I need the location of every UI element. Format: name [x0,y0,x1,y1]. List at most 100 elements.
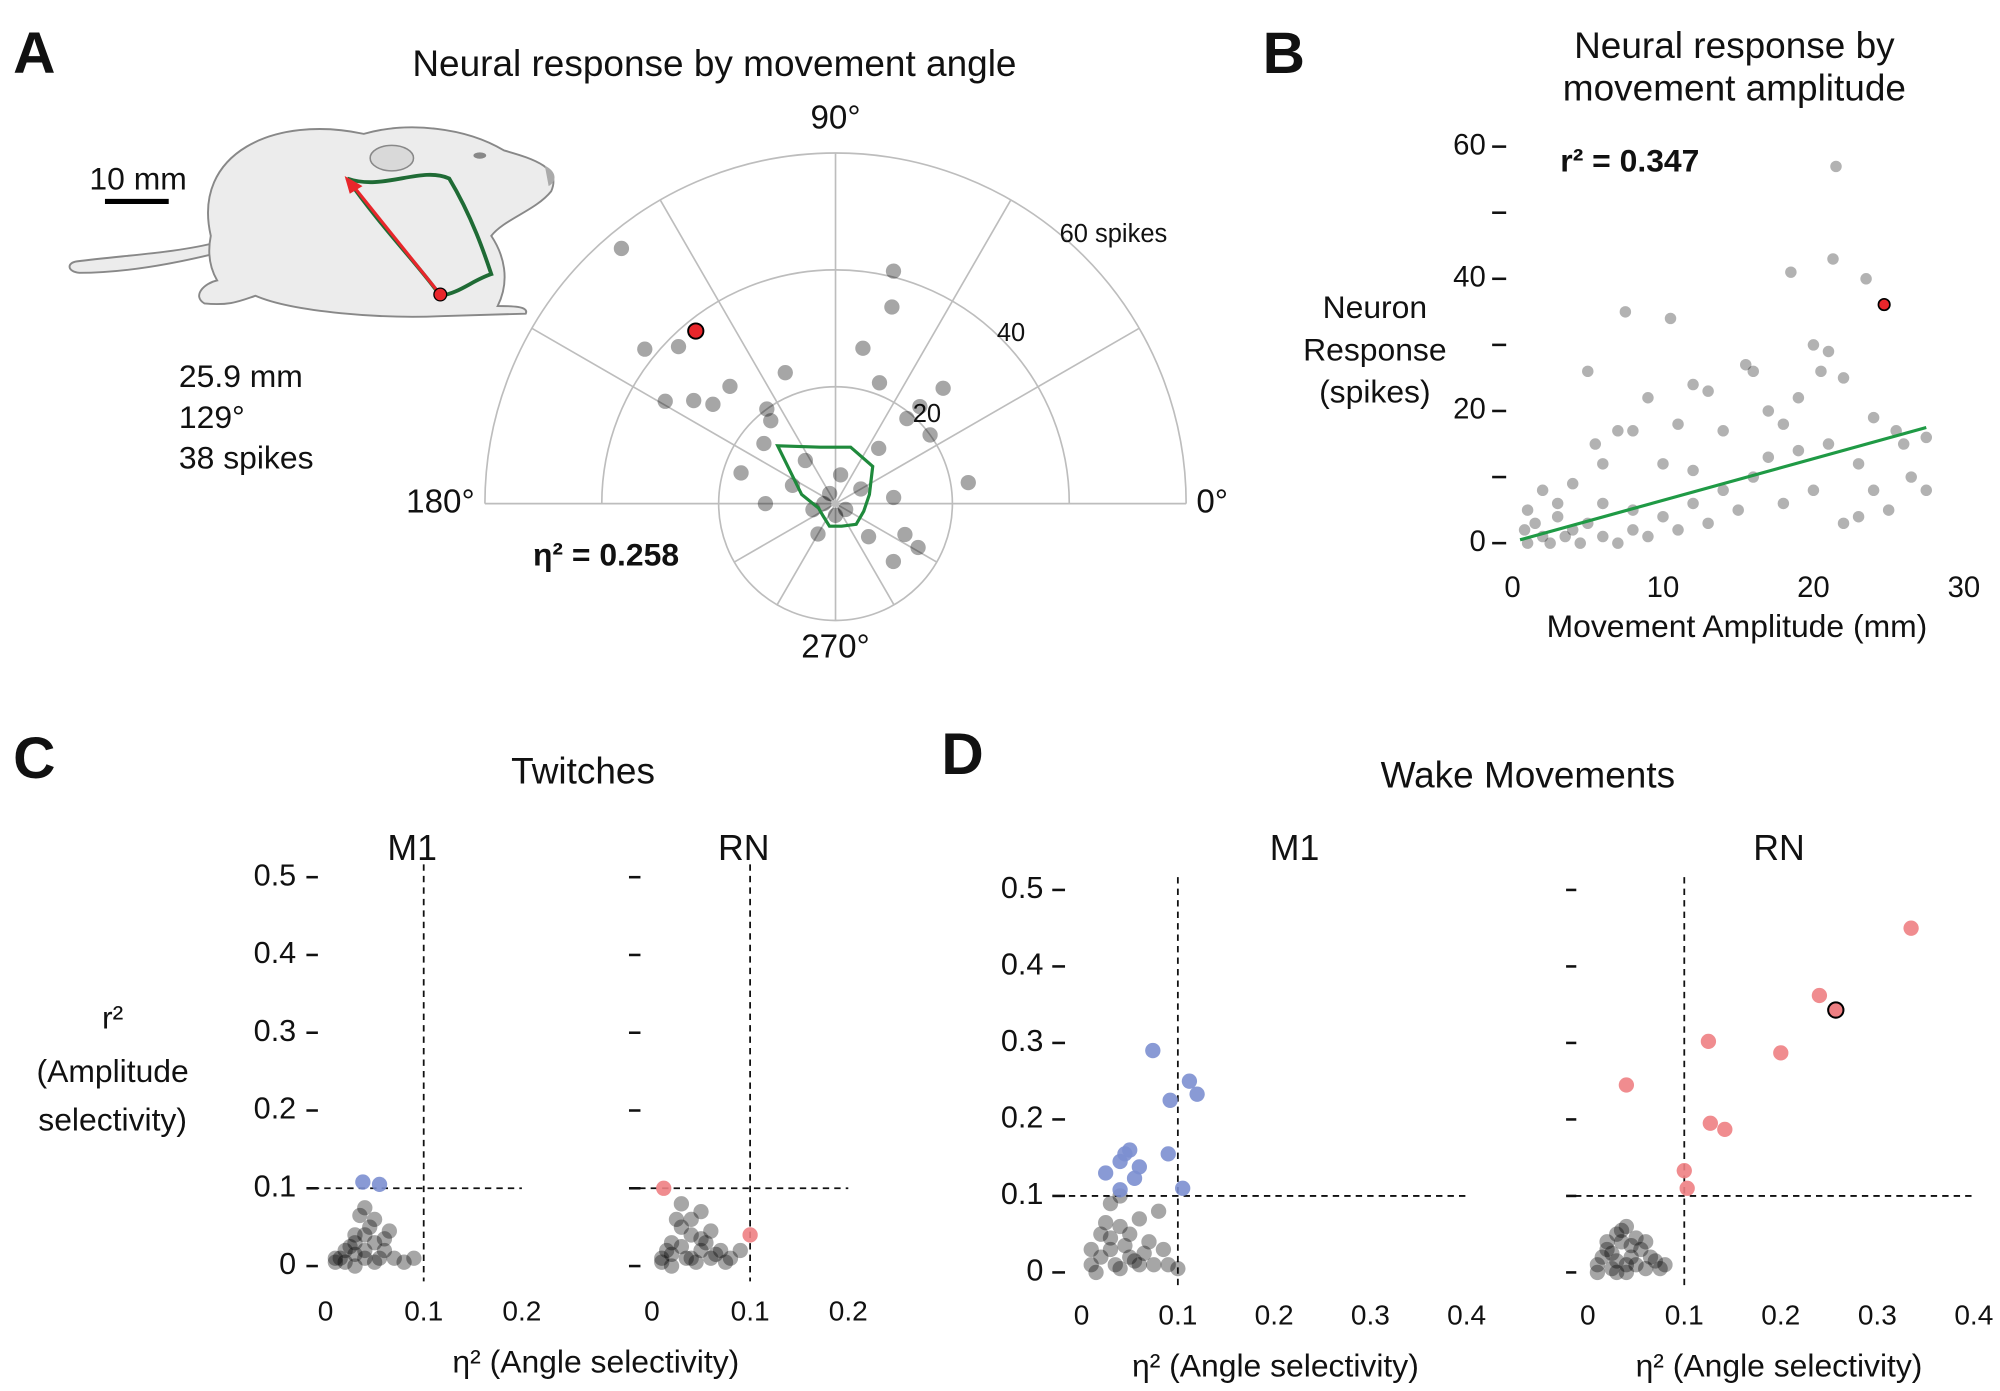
data-point [1582,365,1594,378]
angle-label: 0° [1196,483,1228,520]
movement-info: 25.9 mm [179,358,303,394]
data-point [1638,1234,1654,1250]
data-point [376,1242,393,1259]
data-point [1102,1230,1119,1246]
x-tick-label: 20 [1797,571,1830,604]
data-point [1618,1218,1635,1235]
data-point [885,553,902,570]
start-point [433,287,448,302]
data-point [1155,1241,1172,1258]
data-point [355,1174,371,1190]
angle-label: 90° [810,100,860,137]
data-point [1112,1182,1128,1198]
data-point [1623,1238,1639,1254]
data-point [1160,1257,1176,1273]
data-point [1597,497,1609,510]
data-point [1544,537,1556,549]
data-point [1642,1249,1659,1265]
data-point [1627,425,1639,437]
data-point [1107,1257,1123,1273]
y-tick-label: 0.1 [254,1169,297,1203]
data-point [810,526,826,542]
data-point [327,1254,344,1270]
y-axis-label: (spikes) [1319,373,1431,409]
data-point [885,263,902,279]
data-point [1815,365,1827,378]
mean-response [775,444,875,528]
data-point [337,1242,353,1259]
data-point [1702,1115,1718,1131]
data-point [1792,392,1805,404]
data-point [693,1203,709,1220]
data-point [1920,484,1933,497]
data-point [855,340,871,356]
data-point [742,1227,758,1243]
y-tick-label: 0.3 [254,1014,297,1048]
data-point [1098,1165,1114,1181]
data-point [371,1176,388,1193]
data-point [654,1250,670,1266]
data-point [366,1235,383,1251]
data-point [756,435,772,452]
y-axis-label: r² [102,999,123,1035]
data-point [897,526,913,543]
panel-label: D [941,722,983,787]
panel-label: A [13,21,55,86]
data-point [1676,1163,1692,1179]
data-point [1679,1180,1695,1196]
group-title: Twitches [511,751,655,792]
data-point [1852,458,1865,470]
y-axis-label: (Amplitude [36,1053,188,1089]
mouse-nose [544,165,555,187]
data-point [763,413,779,429]
data-point [1852,510,1865,523]
data-point [733,465,749,481]
data-point [1612,425,1624,437]
y-tick-label: 0.4 [254,936,297,970]
data-point [1574,537,1586,549]
data-point [1638,1260,1654,1277]
data-point [1717,484,1729,497]
data-point [1518,524,1531,536]
data-point [1702,385,1714,397]
data-point [657,393,673,409]
x-tick-label: 0.4 [1954,1299,1993,1330]
data-point [663,1235,680,1251]
spoke [835,502,938,563]
data-point [663,1258,680,1274]
data-point [362,1219,378,1235]
y-tick-label: 40 [1453,261,1486,294]
data-point [1837,517,1850,530]
subplot-title: RN [1753,828,1805,868]
data-point [1672,418,1684,430]
data-point [853,481,869,497]
data-point [1126,1253,1143,1269]
data-point [1609,1226,1625,1242]
data-point [1093,1249,1109,1265]
data-point [797,452,814,469]
data-point [1664,312,1677,325]
panel-label: C [13,726,55,791]
subplot-title: M1 [1270,828,1320,868]
data-point [1897,438,1910,450]
arrow-head [344,175,363,194]
data-point [347,1246,363,1263]
data-point [1619,306,1632,318]
data-point [1657,1257,1673,1273]
data-point [1122,1226,1138,1242]
x-tick-label: 0 [1504,571,1520,604]
data-point [1882,504,1895,516]
movement-info: 129° [179,399,245,435]
r-tick-label: 40 [997,319,1025,347]
x-tick-label: 0.3 [1858,1299,1897,1330]
data-point [386,1250,402,1266]
data-point [1609,1264,1625,1281]
data-point [732,1242,748,1259]
data-point [337,1254,353,1270]
data-point [1141,1234,1157,1250]
data-point [659,1242,675,1259]
data-point [1102,1241,1119,1258]
r-tick-label: 60 spikes [1060,220,1168,248]
data-point [1811,987,1828,1004]
data-point [1112,1153,1128,1170]
